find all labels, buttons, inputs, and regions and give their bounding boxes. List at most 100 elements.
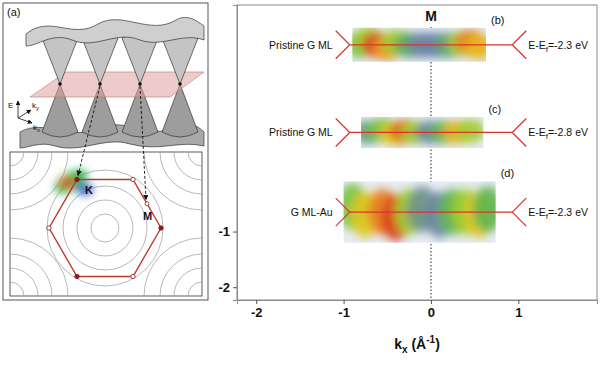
contour-circle [174, 152, 202, 180]
tick-mark [344, 300, 345, 304]
intensity-spot [455, 119, 483, 143]
panel-letter: (a) [7, 6, 20, 18]
contour-circle [10, 254, 52, 296]
bz-hexagon [49, 180, 161, 277]
tick-label: -2 [218, 280, 230, 295]
x-axis-title: kx (Å-1) [394, 334, 440, 355]
bz-vertex [131, 177, 135, 181]
axis-label-kx: kx [33, 123, 40, 133]
axis-label-ky: ky [32, 101, 39, 111]
contour-circle [63, 186, 147, 270]
plot-area [336, 27, 527, 300]
panel-letter: (b) [491, 14, 504, 26]
energy-label: E-Ef=-2.8 eV [528, 126, 588, 141]
bz-line [336, 198, 350, 212]
intensity-spot [473, 186, 496, 233]
arrow-to-k [78, 86, 100, 176]
tick: -2 [251, 300, 263, 320]
contour-circle [160, 152, 202, 194]
contour-circle [188, 282, 202, 296]
axis-arrow-kx [18, 118, 32, 123]
energy-label-main: E-E [528, 206, 546, 218]
bz-vertex [75, 177, 79, 181]
arrow-to-m [140, 86, 146, 200]
bz-line [512, 31, 526, 45]
bz-line [336, 31, 350, 45]
intensity-spot [464, 34, 486, 60]
arpes-panel [336, 117, 527, 148]
x-axis: -2 -1 0 1 [238, 300, 598, 320]
arpes-panel [336, 27, 527, 62]
axis-arrow-ky [18, 110, 31, 118]
energy-label-main: E-E [528, 126, 546, 138]
k-patch [51, 165, 93, 199]
x-axis-line [238, 301, 598, 305]
texts: MPristine G MLE-Ef=-2.3 eV(b)Pristine G … [269, 8, 588, 221]
bz-line [512, 45, 526, 59]
tick-mark [431, 300, 432, 304]
bz-vertex [131, 274, 135, 278]
contour-circle [188, 152, 202, 166]
contour-circle [10, 268, 38, 296]
k-label: K [85, 184, 93, 196]
axis-label-e: E [8, 101, 13, 110]
contour-circle [10, 282, 24, 296]
tick-mark [233, 232, 237, 233]
contour-circle [174, 268, 202, 296]
energy-label-main: E-E [528, 39, 546, 51]
dirac-point [178, 82, 182, 86]
contour-circle [144, 152, 202, 210]
tick: -1 [338, 300, 350, 320]
tick: 0 [428, 300, 435, 320]
energy-label-rest: =-2.3 eV [548, 206, 588, 218]
arpes-panel [336, 181, 527, 242]
bz-boundary [336, 31, 527, 59]
contour-circle [77, 200, 133, 256]
tick-mark [256, 300, 257, 304]
bz-vertex [47, 226, 51, 230]
bz-line [336, 132, 350, 146]
tick-label: -1 [218, 224, 230, 239]
energy-label-rest: =-2.8 eV [548, 126, 588, 138]
tick: 1 [515, 300, 522, 320]
tick-mark [518, 300, 519, 304]
symmetry-line [430, 27, 431, 300]
figure: MPristine G MLE-Ef=-2.3 eV(b)Pristine G … [0, 0, 600, 366]
x-title-main: k [394, 336, 402, 352]
plot-frame [237, 5, 597, 300]
y-axis: -1 -2 [218, 6, 237, 301]
k-patch-low [77, 184, 93, 196]
panel-a: Eky kx K M (a) [0, 3, 260, 354]
bz-line [512, 212, 526, 226]
symmetry-label: M [425, 8, 437, 24]
energy-label: E-Ef=-2.3 eV [528, 206, 588, 221]
dirac-point [138, 82, 142, 86]
dirac-point [58, 82, 62, 86]
k-patch-inner [60, 178, 74, 188]
upper-band-sheet [26, 17, 204, 46]
y-axis-line [233, 6, 238, 301]
axis-label-kx-sub: x [37, 127, 40, 133]
energy-label-rest: =-2.3 eV [548, 39, 588, 51]
sample-label: Pristine G ML [269, 39, 333, 51]
panel-letter: (c) [488, 103, 501, 115]
contour-circle [10, 152, 38, 180]
contour-circle [144, 238, 202, 296]
x-title-end: ) [435, 336, 440, 352]
contour-circle [160, 254, 202, 296]
tick-mark [233, 287, 237, 288]
bz-line [512, 198, 526, 212]
bz-vertex [75, 274, 79, 278]
contour-circle [10, 152, 24, 166]
bz-frame [10, 152, 202, 296]
m-point [145, 202, 149, 206]
tick-label: -2 [251, 305, 263, 320]
axis-label-ky-sub: y [36, 105, 39, 111]
contour-circle [91, 214, 119, 242]
m-label: M [143, 210, 152, 222]
panel-letter: (d) [501, 167, 514, 179]
bz-line [512, 118, 526, 132]
axis-arrow-e [18, 101, 19, 118]
bz-vertex [159, 226, 163, 230]
bz-line [350, 132, 513, 133]
